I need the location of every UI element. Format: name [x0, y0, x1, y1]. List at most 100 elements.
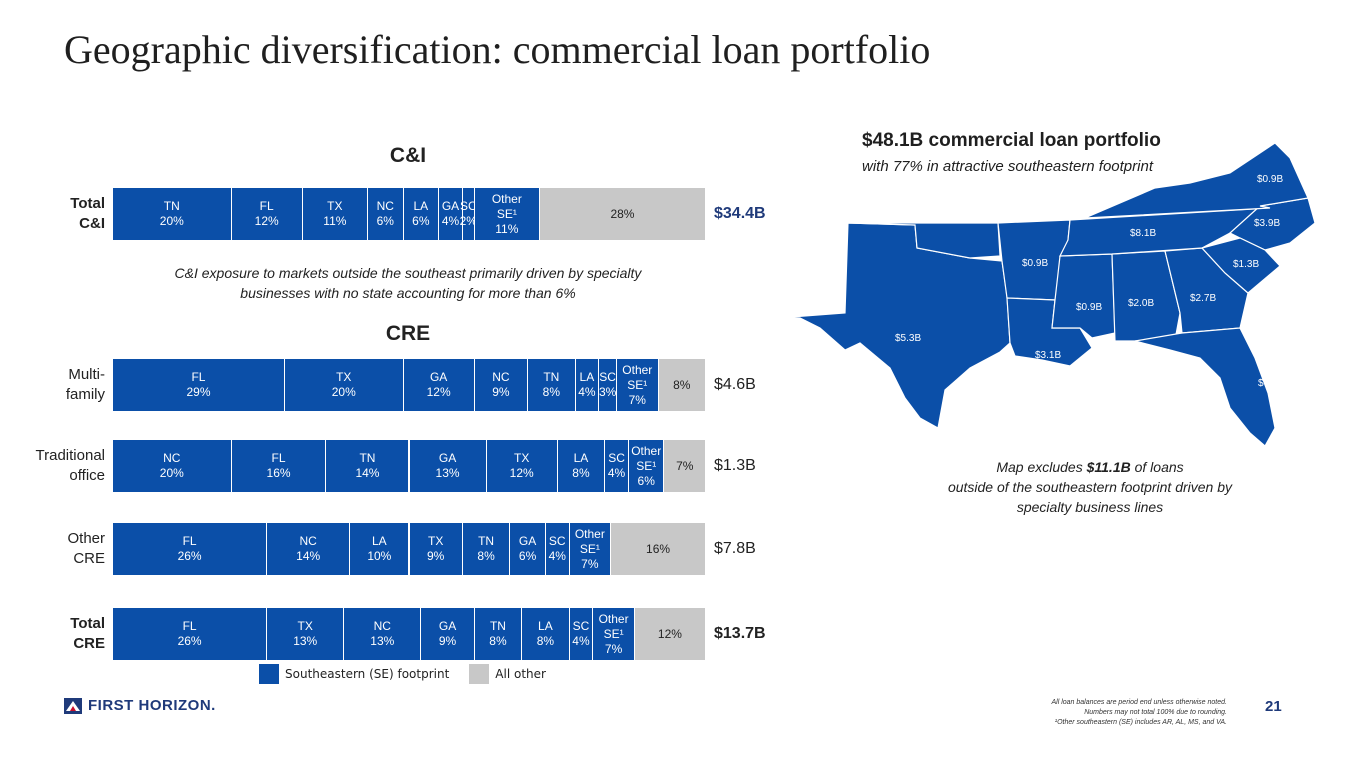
bar-segment: TN 20% [113, 188, 232, 240]
bar-segment: NC 13% [344, 608, 422, 660]
bar-segment: TN 14% [326, 440, 410, 492]
legend: Southeastern (SE) footprint All other [259, 664, 566, 684]
bar-segment: GA 12% [403, 359, 475, 411]
bar-segment: NC 9% [474, 359, 529, 411]
map-value-label: $5.3B [895, 333, 922, 344]
bar-segment: 12% [634, 608, 706, 660]
map-value-label: $0.9B [1257, 174, 1284, 185]
section-title-cre: CRE [385, 322, 431, 345]
bar-segment: FL 12% [231, 188, 303, 240]
bar-segment: LA 10% [350, 523, 410, 575]
legend-swatch-other [469, 664, 490, 684]
page-number: 21 [1265, 698, 1282, 715]
footnote: All loan balances are period end unless … [1051, 699, 1227, 726]
row-total: $13.7B [714, 625, 766, 642]
bar-segment: GA 13% [409, 440, 487, 492]
map-state-south-carolina [1200, 237, 1281, 294]
row-label: Multi- family [65, 366, 105, 403]
stacked-bar: NC 20% FL 16% TN 14% GA 13% TX 12% LA 8% SC 4%… [113, 440, 706, 492]
map-note-pre: Map excludes [996, 459, 1087, 475]
legend-label-se: Southeastern (SE) footprint [285, 667, 450, 681]
legend-item-other: All other [469, 664, 546, 684]
bar-segment: Other SE¹ 7% [569, 523, 612, 575]
map-value-label: $0.9B [1076, 302, 1103, 313]
row-total: $1.3B [714, 457, 756, 474]
bar-segment: FL 29% [113, 359, 285, 411]
bar-segment: TN 8% [528, 359, 576, 411]
bar-segment: NC 20% [113, 440, 232, 492]
bar-segment: FL 16% [231, 440, 327, 492]
bar-segment: NC 14% [267, 523, 351, 575]
section-title-ci: C&I [389, 144, 427, 167]
stacked-bar: FL 26% TX 13% NC 13% GA 9% TN 8% LA 8% SC 4% Ot… [113, 608, 706, 660]
row-label: Total CRE [70, 615, 105, 652]
map-value-label: $3.1B [1035, 350, 1062, 361]
map-heading: $48.1B commercial loan portfolio with 77… [862, 130, 1161, 175]
row-total: $34.4B [714, 205, 766, 222]
bar-segment: Other SE¹ 6% [628, 440, 665, 492]
bar-segment: GA 6% [510, 523, 546, 575]
southeast-map [777, 142, 1316, 447]
bar-segment: FL 26% [113, 523, 268, 575]
page-title: Geographic diversification: commercial l… [64, 27, 931, 72]
bar-segment: LA 6% [403, 188, 440, 240]
bar-segment: SC 4% [605, 440, 629, 492]
map-value-label: $3.9B [1254, 218, 1281, 229]
bar-segment: Other SE¹ 7% [617, 359, 659, 411]
map-note-bold: $11.1B [1086, 459, 1131, 475]
legend-swatch-se [259, 664, 279, 684]
bar-segment: TN 8% [474, 608, 523, 660]
bar-segment: GA 4% [439, 188, 463, 240]
bar-segment: 16% [611, 523, 706, 575]
bar-segment: TX 13% [267, 608, 345, 660]
ci-note: C&I exposure to markets outside the sout… [174, 265, 642, 301]
map-value-label: $2.0B [1128, 298, 1155, 309]
bar-segment: SC 4% [569, 608, 594, 660]
map-value-label: $7.7B [1258, 378, 1285, 389]
bar-segment: Other SE¹ 7% [593, 608, 635, 660]
bar-segment: Other SE¹ 11% [474, 188, 540, 240]
map-state-florida [1134, 327, 1276, 447]
row-label: Traditional office [35, 447, 105, 484]
bar-segment: 7% [664, 440, 706, 492]
map-subhead: with 77% in attractive southeastern foot… [862, 158, 1153, 175]
company-logo: FIRST HORIZON. [64, 697, 216, 714]
logo-mark-icon [64, 697, 82, 714]
map-note: Map excludes $11.1B of loans outside of … [910, 457, 1270, 517]
logo-text: FIRST HORIZON. [88, 697, 216, 714]
stacked-bar: TN 20% FL 12% TX 11% NC 6% LA 6% GA 4% SC 2% Ot… [113, 188, 706, 240]
map-value-label: $1.3B [1233, 259, 1260, 270]
map-note-post: of loans outside of the southeastern foo… [947, 459, 1233, 515]
map-state-mississippi [1051, 253, 1116, 339]
bar-segment: SC 2% [460, 188, 477, 240]
bar-segment: TN 8% [462, 523, 511, 575]
legend-item-se: Southeastern (SE) footprint [259, 664, 449, 684]
row-total: $4.6B [714, 376, 756, 393]
map-state-texas [777, 222, 1011, 429]
bar-segment: LA 8% [522, 608, 570, 660]
stacked-bar: FL 29% TX 20% GA 12% NC 9% TN 8% LA 4% SC 3% Ot… [113, 359, 706, 411]
legend-label-other: All other [495, 667, 546, 681]
bar-segment: TX 9% [409, 523, 463, 575]
bar-segment: SC 4% [545, 523, 570, 575]
row-label: Other CRE [67, 530, 105, 567]
map-state-virginia [1084, 142, 1309, 219]
bar-segment: LA 4% [575, 359, 600, 411]
bar-segment: NC 6% [367, 188, 404, 240]
stacked-bar: FL 26% NC 14% LA 10% TX 9% TN 8% GA 6% SC 4% Ot… [113, 523, 706, 575]
bar-segment: FL 26% [113, 608, 268, 660]
bar-segment: TX 12% [486, 440, 558, 492]
row-label: Total C&I [70, 195, 105, 232]
bar-segment: SC 3% [599, 359, 618, 411]
map-value-label: $8.1B [1130, 228, 1157, 239]
map-headline: $48.1B commercial loan portfolio [862, 130, 1161, 151]
bar-segment: TX 20% [284, 359, 404, 411]
map-value-label: $0.9B [1022, 258, 1049, 269]
row-total: $7.8B [714, 540, 756, 557]
bar-segment: GA 9% [421, 608, 475, 660]
bar-segment: 28% [539, 188, 706, 240]
bar-segment: 8% [658, 359, 706, 411]
bar-segment: LA 8% [557, 440, 606, 492]
map-value-label: $2.7B [1190, 293, 1217, 304]
bar-segment: TX 11% [302, 188, 368, 240]
